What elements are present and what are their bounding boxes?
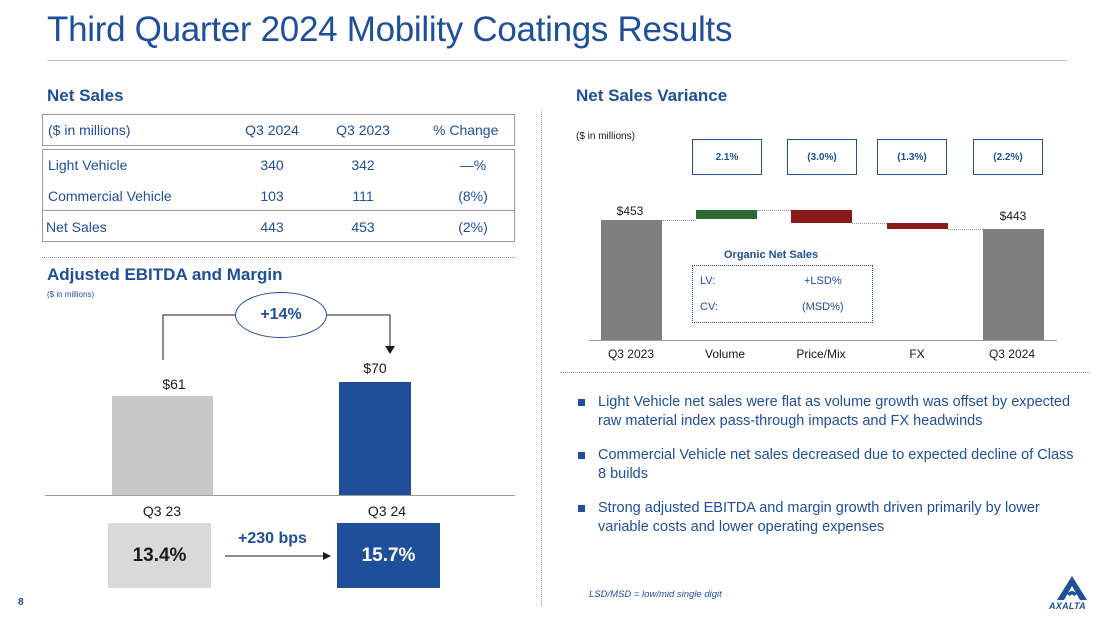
page-title: Third Quarter 2024 Mobility Coatings Res… (47, 10, 733, 49)
net-sales-table-header: ($ in millions) Q3 2024 Q3 2023 % Change (42, 114, 515, 146)
left-section-divider (42, 257, 515, 258)
col-header-q3-2023: Q3 2023 (336, 122, 390, 138)
wf-value-label-q3-2023: $453 (616, 204, 644, 218)
footnote: LSD/MSD = low/mid single digit (589, 589, 722, 600)
bar-value-label-q3-24: $70 (363, 360, 387, 376)
table-total-divider (42, 210, 515, 211)
cell-cv-q3-2023: 111 (352, 188, 374, 204)
bullet-item: Commercial Vehicle net sales decreased d… (578, 446, 1078, 484)
axalta-logo-text: AXALTA (1049, 601, 1086, 611)
bar-category-q3-23: Q3 23 (142, 503, 182, 519)
organic-net-sales-title: Organic Net Sales (724, 249, 819, 261)
net-sales-heading: Net Sales (47, 86, 124, 105)
column-divider (541, 110, 542, 605)
wf-bar-fx (887, 223, 948, 229)
wf-connector (852, 223, 887, 224)
cell-lv-change: —% (459, 157, 487, 173)
ebitda-units: ($ in millions) (47, 290, 95, 299)
margin-bps-change: +230 bps (238, 530, 307, 547)
ebitda-growth-connector (162, 314, 395, 360)
wf-connector (662, 220, 696, 221)
right-section-divider (560, 372, 1090, 373)
margin-box-q3-24: 15.7% (337, 523, 440, 588)
row-label-light-vehicle: Light Vehicle (48, 157, 128, 173)
col-header-change: % Change (433, 122, 499, 138)
organic-cv-label: CV: (700, 301, 718, 313)
wf-bar-volume (696, 210, 757, 219)
ebitda-bar-q3-24 (339, 382, 411, 495)
pct-box-fx: (1.3%) (877, 139, 947, 175)
bullet-square-icon (578, 505, 585, 512)
margin-arrow (225, 552, 331, 560)
cell-cv-q3-2024: 103 (260, 188, 284, 204)
ebitda-bar-q3-23 (112, 396, 213, 495)
margin-box-q3-23: 13.4% (108, 523, 211, 588)
ebitda-heading: Adjusted EBITDA and Margin (47, 265, 283, 284)
commentary-bullets: Light Vehicle net sales were flat as vol… (578, 393, 1078, 552)
wf-bar-price-mix (791, 210, 852, 223)
wf-category-q3-2024: Q3 2024 (988, 347, 1036, 361)
net-sales-table: Light Vehicle 340 342 —% Commercial Vehi… (42, 149, 515, 242)
bullet-item: Light Vehicle net sales were flat as vol… (578, 393, 1078, 431)
wf-value-label-q3-2024: $443 (999, 209, 1027, 223)
cell-lv-q3-2023: 342 (351, 157, 375, 173)
ebitda-growth-oval: +14% (235, 292, 327, 338)
variance-units: ($ in millions) (576, 131, 635, 142)
cell-ns-q3-2024: 443 (260, 219, 284, 235)
wf-category-fx: FX (909, 347, 925, 361)
wf-category-q3-2023: Q3 2023 (607, 347, 655, 361)
wf-bar-q3-2023 (601, 220, 662, 341)
variance-baseline (589, 340, 1057, 341)
wf-connector (948, 229, 983, 230)
bullet-square-icon (578, 452, 585, 459)
row-label-commercial-vehicle: Commercial Vehicle (48, 188, 172, 204)
bar-value-label-q3-23: $61 (162, 376, 186, 392)
arrow-down-icon (385, 346, 395, 354)
axalta-logo-icon (1057, 576, 1087, 600)
organic-cv-value: (MSD%) (802, 301, 844, 313)
bullet-item: Strong adjusted EBITDA and margin growth… (578, 499, 1078, 537)
arrow-right-icon (323, 552, 331, 560)
wf-connector (757, 210, 791, 211)
page-number: 8 (18, 597, 24, 608)
col-header-q3-2024: Q3 2024 (245, 122, 299, 138)
cell-lv-q3-2024: 340 (260, 157, 284, 173)
pct-box-volume: 2.1% (692, 139, 762, 175)
row-label-net-sales: Net Sales (46, 219, 107, 235)
organic-lv-value: +LSD% (804, 275, 842, 287)
wf-bar-q3-2024 (983, 229, 1044, 340)
bar-category-q3-24: Q3 24 (367, 503, 407, 519)
organic-lv-label: LV: (700, 275, 716, 287)
wf-category-price-mix: Price/Mix (796, 347, 846, 361)
cell-cv-change: (8%) (458, 188, 488, 204)
cell-ns-q3-2023: 453 (351, 219, 375, 235)
col-header-units: ($ in millions) (48, 122, 131, 138)
organic-net-sales-box (692, 265, 873, 323)
pct-box-price-mix: (3.0%) (787, 139, 857, 175)
title-divider (47, 60, 1067, 61)
wf-category-volume: Volume (704, 347, 746, 361)
pct-box-total: (2.2%) (973, 139, 1043, 175)
bullet-square-icon (578, 399, 585, 406)
ebitda-baseline (45, 495, 515, 496)
variance-heading: Net Sales Variance (576, 86, 728, 105)
cell-ns-change: (2%) (458, 219, 488, 235)
